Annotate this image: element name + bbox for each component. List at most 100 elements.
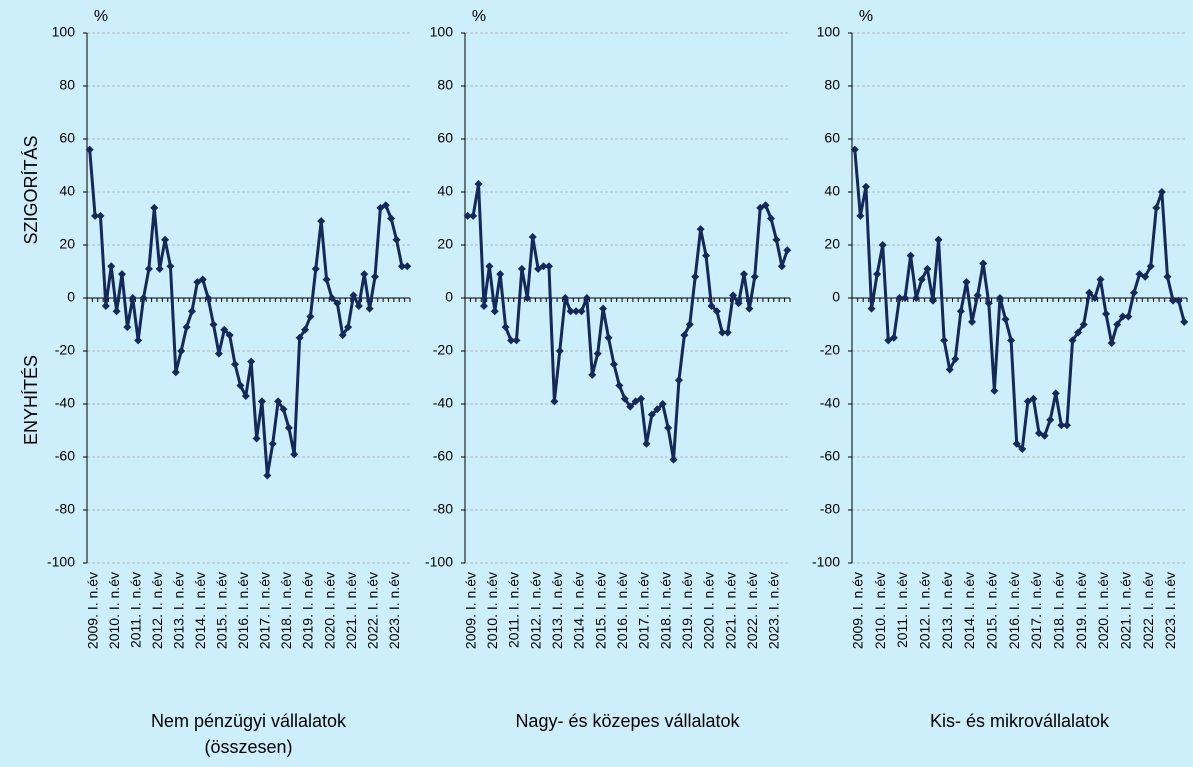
x-tick-label: 2017. I. n.év <box>257 572 273 649</box>
y-tick-label: 20 <box>824 236 840 252</box>
data-point <box>155 264 164 273</box>
data-point <box>306 312 315 321</box>
y-tick-label: -20 <box>433 342 453 358</box>
x-tick-label: 2012. I. n.év <box>149 572 165 649</box>
data-point <box>139 294 148 302</box>
panel-title: Nagy- és közepes vállalatok <box>515 711 740 731</box>
data-point <box>1018 445 1027 454</box>
x-tick-label: 2021. I. n.év <box>1117 572 1133 649</box>
data-point <box>934 235 943 244</box>
data-point <box>599 304 608 313</box>
data-point <box>962 278 971 287</box>
data-point <box>479 301 488 310</box>
data-point <box>680 331 689 340</box>
data-point <box>1124 312 1133 321</box>
x-tick-label: 2018. I. n.év <box>278 572 294 649</box>
data-point <box>647 410 656 419</box>
data-point <box>1096 275 1105 284</box>
data-point <box>572 307 581 316</box>
data-point <box>1074 328 1083 337</box>
data-point <box>912 294 921 302</box>
data-point <box>642 439 651 448</box>
data-point <box>739 270 748 279</box>
x-tick-label: 2014. I. n.év <box>192 572 208 649</box>
data-point <box>928 296 937 305</box>
data-point <box>322 275 331 284</box>
data-point <box>696 225 705 234</box>
data-point <box>1085 288 1094 297</box>
data-point <box>1046 415 1055 424</box>
data-point <box>344 323 353 332</box>
data-point <box>1141 272 1150 281</box>
data-point <box>96 211 105 220</box>
data-point <box>968 317 977 326</box>
x-tick-label: 2014. I. n.év <box>961 572 977 649</box>
data-point <box>990 386 999 395</box>
data-point <box>923 264 932 273</box>
data-point <box>718 328 727 337</box>
data-point <box>387 214 396 223</box>
data-point <box>225 331 234 340</box>
data-point <box>615 381 624 390</box>
x-tick-label: 2020. I. n.év <box>1095 572 1111 649</box>
data-line <box>853 149 1186 451</box>
x-tick-label: 2021. I. n.év <box>722 572 738 649</box>
data-point <box>177 347 186 355</box>
data-point <box>301 325 310 334</box>
data-point <box>512 336 521 345</box>
data-point <box>669 455 678 464</box>
data-point <box>1135 270 1144 279</box>
data-point <box>685 320 694 329</box>
x-tick-label: 2023. I. n.év <box>386 572 402 649</box>
x-tick-label: 2010. I. n.év <box>484 572 500 649</box>
x-tick-label: 2020. I. n.év <box>321 572 337 649</box>
data-point <box>906 251 915 260</box>
data-point <box>878 241 887 249</box>
data-point <box>1090 294 1099 302</box>
x-tick-label: 2018. I. n.év <box>1050 572 1066 649</box>
data-point <box>252 434 261 443</box>
data-point <box>1068 336 1077 345</box>
x-tick-label: 2015. I. n.év <box>214 572 230 649</box>
data-point <box>707 301 716 310</box>
data-point <box>507 336 516 345</box>
data-point <box>1102 309 1111 318</box>
data-point <box>257 397 266 406</box>
x-tick-label: 2015. I. n.év <box>983 572 999 649</box>
data-point <box>198 275 207 284</box>
data-point <box>1079 320 1088 329</box>
data-point <box>1146 262 1155 271</box>
y-tick-label: 60 <box>59 130 75 146</box>
data-point <box>620 394 629 403</box>
data-point <box>161 235 170 244</box>
data-point <box>767 214 776 223</box>
data-point <box>534 264 543 273</box>
data-point <box>279 405 288 414</box>
x-tick-label: 2016. I. n.év <box>614 572 630 649</box>
data-point <box>1062 421 1071 430</box>
data-point <box>220 325 229 334</box>
y-tick-label: -100 <box>425 554 453 570</box>
x-tick-label: 2017. I. n.év <box>1028 572 1044 649</box>
data-point <box>637 394 646 403</box>
data-point <box>123 323 132 332</box>
data-point <box>593 349 602 358</box>
y-tick-label: -60 <box>433 448 453 464</box>
x-tick-label: 2016. I. n.év <box>1006 572 1022 649</box>
data-point <box>107 262 116 271</box>
data-point <box>403 262 412 271</box>
data-point <box>490 307 499 316</box>
x-tick-label: 2017. I. n.év <box>636 572 652 649</box>
data-point <box>268 439 277 448</box>
y-tick-label: 80 <box>437 77 453 93</box>
y-tick-label: -80 <box>55 501 75 517</box>
data-point <box>1051 389 1060 398</box>
data-point <box>171 368 180 377</box>
data-point <box>653 405 662 414</box>
data-point <box>940 336 949 345</box>
data-point <box>951 354 960 363</box>
y-tick-label: -80 <box>433 501 453 517</box>
data-point <box>112 307 121 316</box>
panel-title: Nem pénzügyi vállalatok <box>151 711 347 731</box>
